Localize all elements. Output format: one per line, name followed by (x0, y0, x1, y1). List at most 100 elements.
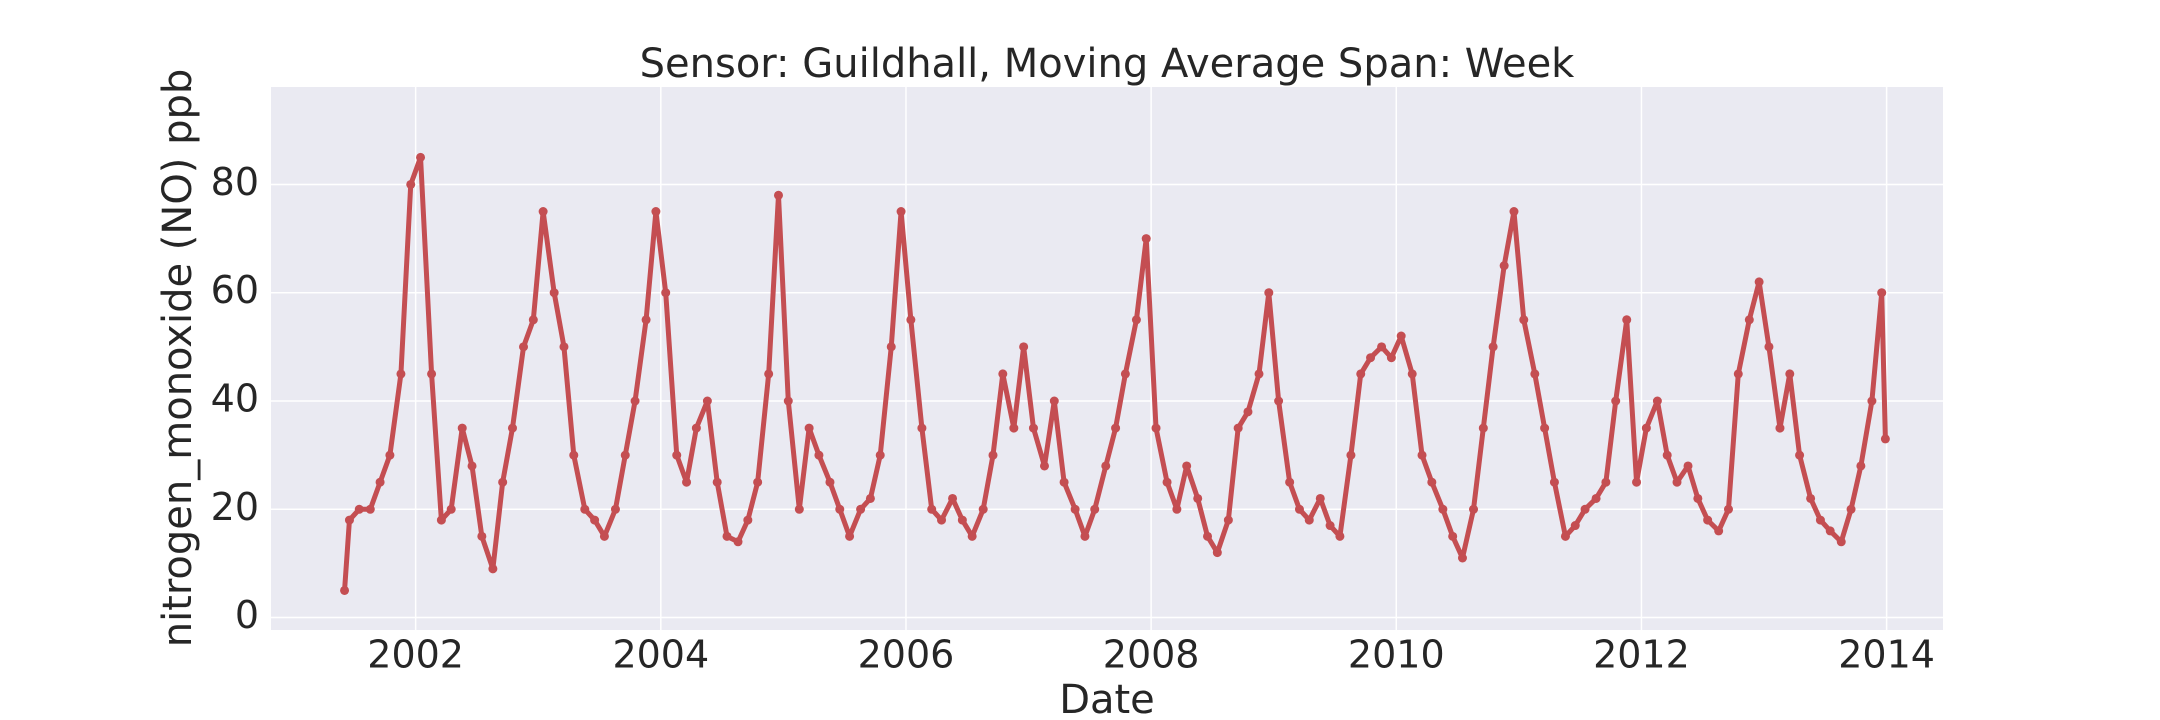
point (1212, 548, 1222, 558)
point (396, 369, 406, 379)
point (1182, 461, 1192, 471)
point (1111, 423, 1121, 433)
point (610, 504, 620, 514)
point (1611, 396, 1621, 406)
point (427, 369, 437, 379)
point (1407, 369, 1417, 379)
point (354, 504, 364, 514)
point (1457, 553, 1467, 563)
point (886, 342, 896, 352)
point (1009, 423, 1019, 433)
point (436, 515, 446, 525)
point (1335, 531, 1345, 541)
point (804, 423, 814, 433)
point (672, 450, 682, 460)
point (1714, 526, 1724, 536)
point (1469, 504, 1479, 514)
point (1223, 515, 1233, 525)
point (1836, 537, 1846, 547)
point (1172, 504, 1182, 514)
point (580, 504, 590, 514)
point (1366, 353, 1376, 363)
y-tick-label: 40 (211, 376, 259, 420)
point (1683, 461, 1693, 471)
point (1652, 396, 1662, 406)
y-axis-label: nitrogen_monoxide (NO) ppb (155, 69, 201, 648)
point (1162, 477, 1172, 487)
point (1519, 315, 1529, 325)
point (825, 477, 835, 487)
x-tick-label: 2012 (1593, 633, 1690, 677)
point (702, 396, 712, 406)
point (1294, 504, 1304, 514)
point (416, 152, 426, 162)
point (1304, 515, 1314, 525)
point (691, 423, 701, 433)
x-axis-label: Date (1059, 677, 1155, 720)
point (1641, 423, 1651, 433)
point (1560, 531, 1570, 541)
point (538, 207, 548, 217)
point (1039, 461, 1049, 471)
y-tick-label: 80 (211, 160, 259, 204)
point (1591, 493, 1601, 503)
point (1825, 526, 1835, 536)
point (1775, 423, 1785, 433)
point (733, 537, 743, 547)
point (1795, 450, 1805, 460)
point (1233, 423, 1243, 433)
point (406, 179, 416, 189)
point (1580, 504, 1590, 514)
point (477, 531, 487, 541)
point (1448, 531, 1458, 541)
point (957, 515, 967, 525)
point (1264, 288, 1274, 298)
point (365, 504, 375, 514)
point (1438, 504, 1448, 514)
point (641, 315, 651, 325)
point (599, 531, 609, 541)
point (917, 423, 927, 433)
point (1315, 493, 1325, 503)
point (1733, 369, 1743, 379)
point (1254, 369, 1264, 379)
point (1243, 407, 1253, 417)
x-tick-label: 2004 (612, 633, 709, 677)
point (1499, 261, 1509, 271)
x-tick-label: 2010 (1348, 633, 1445, 677)
point (1193, 493, 1203, 503)
point (712, 477, 722, 487)
point (948, 493, 958, 503)
point (651, 207, 661, 217)
point (507, 423, 517, 433)
point (865, 493, 875, 503)
point (1764, 342, 1774, 352)
point (1203, 531, 1213, 541)
point (1703, 515, 1713, 525)
point (1622, 315, 1632, 325)
point (1744, 315, 1754, 325)
point (967, 531, 977, 541)
point (1570, 521, 1580, 531)
point (1325, 521, 1335, 531)
point (794, 504, 804, 514)
point (385, 450, 395, 460)
point (1806, 493, 1816, 503)
point (1080, 531, 1090, 541)
point (1386, 353, 1396, 363)
point (906, 315, 916, 325)
point (896, 207, 906, 217)
point (978, 504, 988, 514)
point (1540, 423, 1550, 433)
point (498, 477, 508, 487)
chart-title: Sensor: Guildhall, Moving Average Span: … (640, 41, 1576, 87)
point (835, 504, 845, 514)
point (1101, 461, 1111, 471)
point (1141, 234, 1151, 244)
tick-labels: 0 20 40 60 80 2002 2004 2006 2008 2010 2012 2014 (211, 160, 1935, 677)
point (340, 585, 350, 595)
point (1049, 396, 1059, 406)
point (1356, 369, 1366, 379)
point (783, 396, 793, 406)
